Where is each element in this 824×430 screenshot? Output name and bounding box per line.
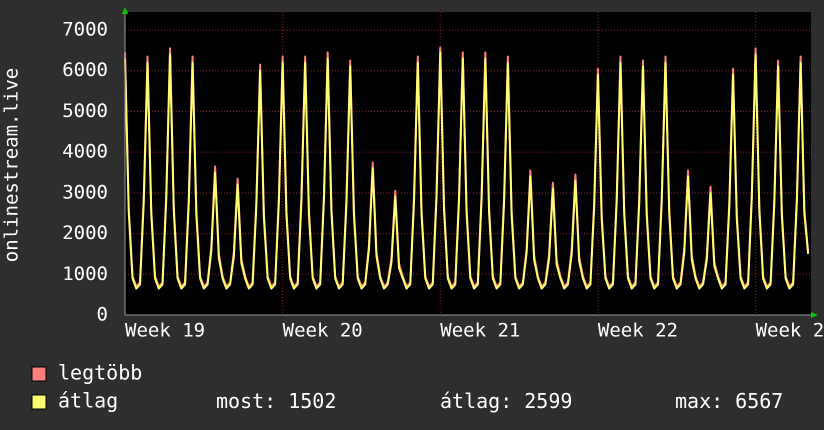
y-tick-label: 4000 (62, 141, 108, 163)
x-tick-label: Week 21 (440, 320, 520, 342)
y-tick-label: 0 (97, 304, 108, 326)
stat: most: 1502 (216, 389, 336, 413)
x-tick-label: Week 20 (283, 320, 363, 342)
stat-label: átlag: (440, 389, 512, 413)
y-tick-label: 1000 (62, 263, 108, 285)
y-tick-label: 6000 (62, 59, 108, 81)
x-tick-label: Week 19 (125, 320, 205, 342)
legend: legtöbb átlag most: 1502 átlag: 2599 max: 6567 (31, 361, 783, 413)
x-tick-label: Week 23 (756, 320, 824, 342)
legend-swatch (31, 394, 47, 410)
plot-area (125, 12, 811, 315)
x-tick-label: Week 22 (598, 320, 678, 342)
legend-label: átlag (58, 389, 118, 413)
y-tick-label: 7000 (62, 19, 108, 41)
y-axis-label: onlinestream.live (1, 68, 23, 262)
legend-swatch (31, 366, 47, 382)
stat-label: max: (675, 389, 723, 413)
axes (122, 7, 818, 318)
x-arrow (811, 312, 818, 318)
series-line (124, 51, 810, 290)
y-tick-label: 5000 (62, 100, 108, 122)
stat-value: 2599 (524, 389, 572, 413)
y-arrow (122, 7, 128, 14)
stat-label: most: (216, 389, 276, 413)
lines (124, 46, 810, 290)
stat-value: 6567 (735, 389, 783, 413)
y-tick-label: 3000 (62, 181, 108, 203)
legend-label: legtöbb (58, 361, 142, 385)
stat: max: 6567 (675, 389, 783, 413)
stat: átlag: 2599 (440, 389, 572, 413)
y-tick-label: 2000 (62, 222, 108, 244)
stat-value: 1502 (288, 389, 336, 413)
